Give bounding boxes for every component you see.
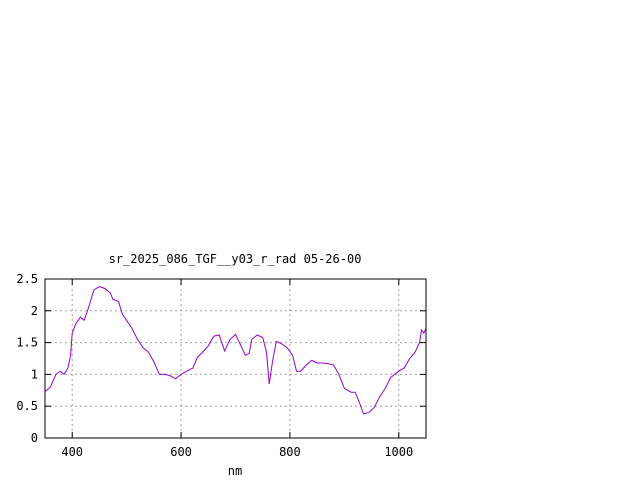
- series-layer: [44, 286, 427, 415]
- y-tick-label: 2.5: [16, 272, 38, 286]
- chart-title: sr_2025_086_TGF__y03_r_rad 05-26-00: [109, 252, 362, 266]
- y-tick-label: 1.5: [16, 336, 38, 350]
- y-tick-label: 1: [31, 367, 38, 381]
- x-axis-label: nm: [228, 464, 242, 478]
- y-tick-label: 0: [31, 431, 38, 445]
- x-tick-label: 800: [279, 445, 301, 459]
- plot-frame: [44, 278, 427, 439]
- grid-layer: [45, 279, 426, 438]
- x-tick-label: 400: [61, 445, 83, 459]
- series-line: [44, 286, 427, 415]
- y-tick-label: 0.5: [16, 399, 38, 413]
- y-tick-label: 2: [31, 304, 38, 318]
- x-tick-label: 1000: [384, 445, 413, 459]
- tick-layer: 400 600 800 1000 0 0.5 1 1.5 2 2.5: [16, 272, 426, 459]
- x-tick-label: 600: [170, 445, 192, 459]
